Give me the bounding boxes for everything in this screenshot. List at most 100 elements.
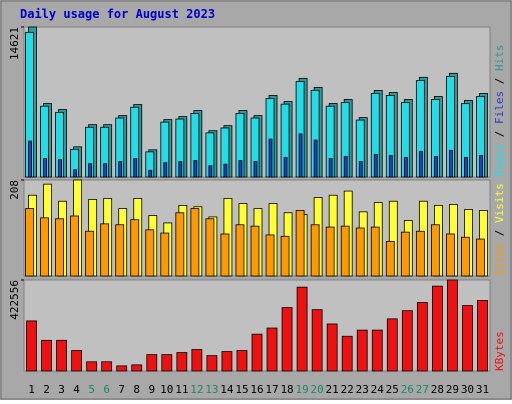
bar [25,208,34,277]
bar [116,365,128,372]
bar [358,161,363,178]
x-tick-label: 16 [250,383,263,396]
bar [250,225,260,277]
bar [296,286,308,372]
x-tick-label: 8 [133,383,140,396]
bar [100,223,110,277]
x-tick-label: 26 [401,383,414,396]
bar [479,155,483,178]
x-tick-label: 29 [446,383,459,396]
bar [326,323,338,372]
x-tick-label: 22 [341,383,354,396]
chart-title: Daily usage for August 2023 [20,7,215,21]
bar [265,234,275,277]
bar [161,354,173,372]
x-tick-label: 20 [311,383,324,396]
bar [418,150,423,178]
bar [449,149,453,178]
legend-separator: / [493,223,506,243]
x-tick-label: 19 [295,383,308,396]
bar [373,154,378,178]
bar [311,309,323,372]
bar [26,320,37,372]
bar [236,350,248,372]
bar [101,361,113,372]
bar [55,218,64,277]
x-tick-label: 18 [280,383,293,396]
bar [295,210,305,277]
bar [220,233,230,277]
bar [328,158,333,178]
bar [268,138,273,178]
bar [385,240,395,277]
legend-entry: Hits [493,45,506,72]
y-tick-label: 422556 [8,280,21,320]
bar [178,161,183,178]
bar [221,351,233,372]
bar [43,158,47,178]
x-tick-label: 9 [148,383,155,396]
x-tick-label: 21 [326,383,339,396]
bar [115,224,125,277]
legend-entry: Pages [493,144,506,177]
x-tick-label: 14 [220,383,234,396]
bar [341,335,353,372]
bar [41,339,52,372]
x-tick-label: 7 [118,383,125,396]
bar [131,364,143,372]
bar [400,231,410,277]
x-tick-label: 24 [371,383,385,396]
bar [281,307,293,372]
legend-entry: KBytes [493,331,506,371]
bar [462,305,473,372]
bar [56,339,67,372]
bar [175,212,185,277]
bar [386,318,398,372]
legend-entry: Files [493,91,506,124]
bar [130,219,140,277]
bar [223,163,228,178]
x-tick-label: 3 [58,383,65,396]
bar [163,162,168,178]
x-tick-label: 31 [476,383,489,396]
bar [70,215,80,277]
bar [253,161,258,178]
x-tick-label: 28 [431,383,444,396]
bar [313,139,318,178]
bar [343,156,348,178]
bar [340,225,350,277]
y-tick-label: 14621 [8,27,21,60]
legend: KBytes [493,331,506,371]
x-tick-label: 27 [416,383,429,396]
bar [160,232,170,277]
bar [148,169,153,178]
bar [477,300,488,372]
bar [356,329,368,372]
bar [388,155,393,178]
legend: Sites / Visits [493,183,506,276]
bar [86,361,98,372]
legend: Pages / Files / Hits [493,45,506,178]
bar [461,236,470,277]
bar [310,224,320,277]
bar [238,160,243,178]
bar [416,302,428,372]
legend-entry: Visits [493,183,506,223]
bar [71,350,83,372]
bar [325,226,335,277]
bar [85,230,95,277]
bar [28,140,32,178]
bar [371,329,383,372]
bar [176,352,188,372]
bar [464,157,468,178]
bar [145,229,155,277]
x-tick-label: 10 [160,383,173,396]
x-tick-label: 2 [43,383,50,396]
bar [103,163,108,178]
x-tick-label: 4 [73,383,80,396]
bar [205,218,215,277]
x-tick-label: 5 [88,383,95,396]
x-tick-label: 23 [356,383,369,396]
x-tick-label: 11 [175,383,188,396]
